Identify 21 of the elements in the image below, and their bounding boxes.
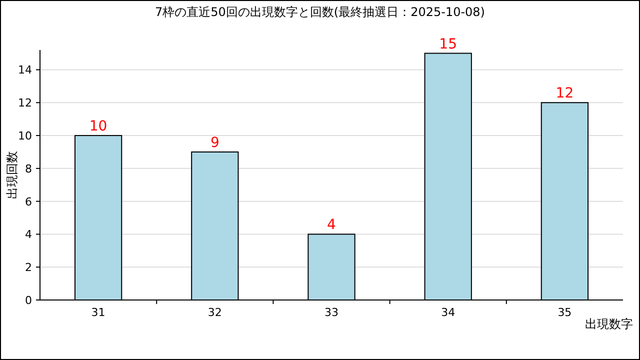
y-tick-label: 8 bbox=[25, 162, 32, 176]
y-tick-label: 0 bbox=[25, 294, 32, 307]
data-label: 9 bbox=[210, 134, 220, 151]
y-tick-label: 12 bbox=[18, 96, 32, 110]
x-tick-label: 32 bbox=[208, 306, 222, 319]
y-tick-label: 6 bbox=[25, 195, 32, 208]
y-tick-label: 2 bbox=[25, 261, 32, 274]
data-label: 10 bbox=[89, 118, 108, 135]
x-axis-title: 出現数字 bbox=[585, 317, 633, 331]
data-label: 15 bbox=[439, 36, 458, 52]
y-tick-label: 14 bbox=[18, 64, 32, 77]
y-tick-label: 4 bbox=[25, 228, 32, 242]
x-tick-label: 34 bbox=[441, 306, 456, 319]
y-tick-label: 10 bbox=[18, 130, 32, 143]
x-tick-label: 31 bbox=[91, 306, 106, 319]
data-label: 12 bbox=[556, 86, 574, 102]
x-tick-label: 33 bbox=[324, 306, 338, 319]
data-label: 4 bbox=[327, 217, 336, 234]
x-tick-label: 35 bbox=[558, 306, 572, 319]
chart-title: 7枠の直近50回の出現数字と回数(最終抽選日：2025-10-08) bbox=[154, 5, 486, 19]
y-axis-title: 出現回数 bbox=[5, 151, 19, 199]
